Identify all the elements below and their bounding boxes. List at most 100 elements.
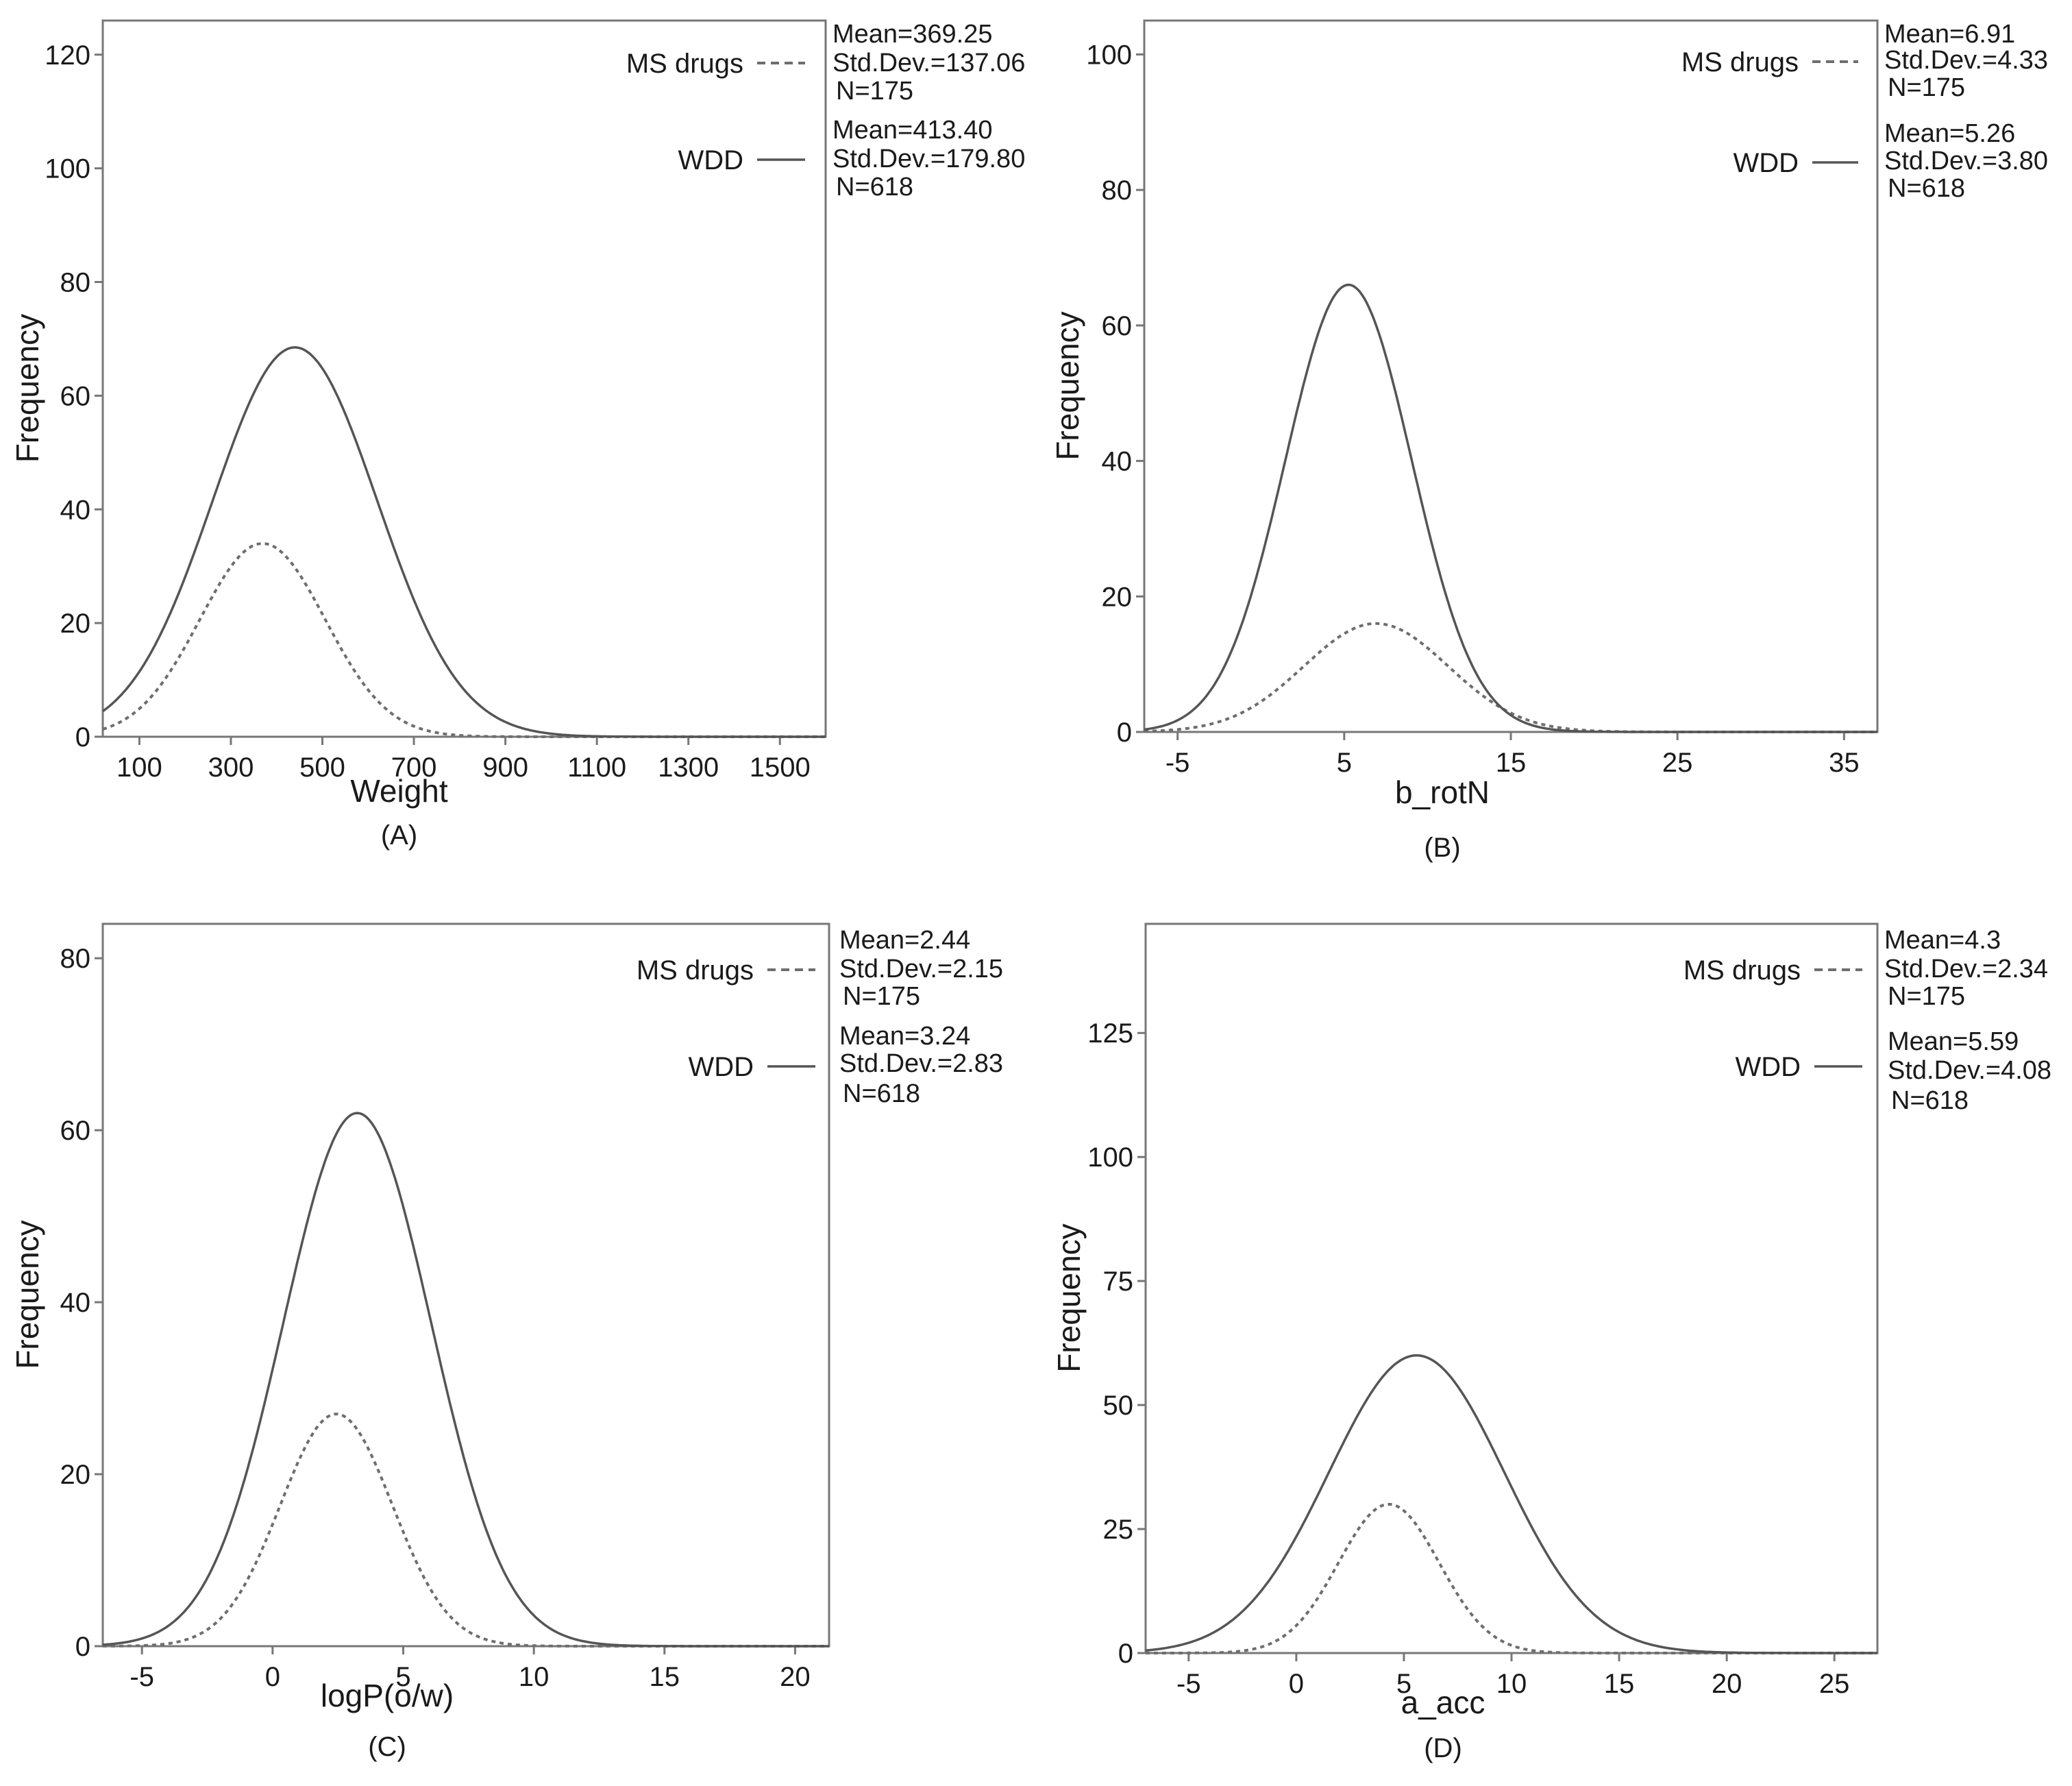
ms-drugs-curve — [1146, 1502, 1877, 1654]
y-tick-label: 0 — [75, 1632, 90, 1662]
y-tick-label: 80 — [60, 944, 91, 974]
x-tick-label: 5 — [1396, 1669, 1411, 1699]
stat-text: Mean=5.26 — [1884, 119, 2015, 148]
x-axis-label: logP(o/w) — [321, 1678, 454, 1713]
ms-drugs-curve — [102, 541, 826, 738]
x-tick-label: 900 — [482, 753, 528, 783]
plot-frame — [101, 922, 830, 1648]
x-axis-label: b_rotN — [1395, 774, 1490, 810]
y-tick-label: 75 — [1103, 1267, 1134, 1297]
stat-text: N=175 — [836, 77, 913, 106]
stat-text: Std.Dev.=2.34 — [1884, 955, 2048, 983]
x-tick-label: 15 — [1604, 1669, 1635, 1699]
legend-label: WDD — [1733, 148, 1799, 178]
x-axis-label: a_acc — [1401, 1685, 1485, 1720]
y-tick-label: 50 — [1103, 1391, 1134, 1421]
y-tick-label: 40 — [1102, 447, 1133, 477]
legend-label: WDD — [688, 1052, 754, 1082]
y-tick-label: 0 — [1117, 718, 1132, 748]
x-tick-label: 100 — [116, 753, 162, 783]
y-tick-label: 25 — [1103, 1515, 1134, 1545]
stat-text: Mean=3.24 — [839, 1022, 970, 1051]
x-tick-label: 20 — [780, 1662, 811, 1692]
stat-text: Std.Dev.=2.83 — [839, 1049, 1003, 1078]
x-tick-label: 25 — [1819, 1669, 1850, 1699]
x-tick-label: 15 — [650, 1662, 680, 1692]
x-tick-label: -5 — [1176, 1669, 1201, 1699]
stat-text: N=618 — [843, 1079, 920, 1108]
x-tick-label: -5 — [130, 1662, 154, 1692]
y-tick-label: 100 — [45, 154, 90, 184]
y-tick-label: 40 — [60, 1288, 91, 1318]
x-tick-label: 500 — [299, 753, 345, 783]
plot-frame — [1143, 19, 1879, 733]
stat-text: N=618 — [1891, 1086, 1969, 1115]
stat-text: N=175 — [1888, 982, 1965, 1011]
y-tick-label: 60 — [60, 381, 91, 411]
x-tick-label: 1300 — [658, 753, 719, 783]
wdd-curve — [102, 1112, 829, 1648]
y-tick-label: 120 — [45, 40, 90, 71]
ms-drugs-curve — [103, 1412, 829, 1648]
legend-label: MS drugs — [1684, 955, 1801, 986]
x-tick-label: 20 — [1712, 1669, 1742, 1699]
chart-panel-d: 0 25 50 75 100 125 -5 0 5 10 15 20 25 Frequency a_acc (… — [1051, 922, 2051, 1763]
stat-text: Mean=2.44 — [839, 926, 970, 955]
y-tick-label: 60 — [1102, 311, 1133, 341]
y-tick-label: 80 — [1102, 175, 1133, 206]
y-tick-label: 0 — [1118, 1639, 1133, 1669]
stat-text: N=618 — [1888, 174, 1965, 203]
stat-text: Std.Dev.=4.08 — [1888, 1056, 2051, 1085]
y-tick-label: 60 — [60, 1116, 91, 1146]
legend-label: MS drugs — [1681, 47, 1799, 77]
panel-label: (B) — [1424, 833, 1460, 863]
x-tick-label: 10 — [519, 1662, 550, 1692]
stat-text: Std.Dev.=179.80 — [832, 145, 1025, 173]
legend-label: WDD — [678, 145, 743, 175]
stat-text: Std.Dev.=3.80 — [1884, 147, 2048, 175]
x-tick-label: 25 — [1662, 748, 1693, 778]
stat-text: Std.Dev.=2.15 — [839, 955, 1003, 983]
y-axis-label: Frequency — [10, 1220, 45, 1369]
plot-frame — [1144, 922, 1879, 1654]
stat-text: N=618 — [836, 173, 913, 201]
stat-text: N=175 — [843, 982, 920, 1011]
x-tick-label: -5 — [1166, 748, 1190, 778]
x-tick-label: 1500 — [750, 753, 811, 783]
y-tick-label: 20 — [1102, 582, 1133, 612]
stat-text: N=175 — [1888, 73, 1965, 102]
x-tick-label: 35 — [1829, 748, 1860, 778]
plot-frame — [101, 19, 827, 738]
chart-panel-b: 0 20 40 60 80 100 -5 5 15 25 35 Frequency b_rotN (B) M… — [1050, 19, 2048, 863]
x-tick-label: 0 — [265, 1662, 280, 1692]
x-tick-label: 700 — [391, 753, 437, 783]
wdd-curve — [1145, 1354, 1877, 1654]
x-tick-label: 10 — [1496, 1669, 1527, 1699]
stat-text: Std.Dev.=137.06 — [832, 49, 1025, 77]
panel-label: (D) — [1424, 1733, 1462, 1763]
wdd-curve — [101, 346, 826, 738]
stat-text: Mean=5.59 — [1888, 1027, 2019, 1056]
x-tick-label: 1100 — [567, 753, 626, 783]
chart-panel-a: 0 20 40 60 80 100 120 100 300 500 700 900 1100 1300 15… — [10, 19, 1025, 851]
stat-text: Mean=6.91 — [1884, 20, 2015, 49]
y-tick-label: 20 — [60, 1460, 91, 1490]
y-tick-label: 20 — [60, 609, 91, 639]
x-tick-label: 0 — [1289, 1669, 1304, 1699]
y-tick-label: 80 — [60, 268, 91, 298]
y-axis-label: Frequency — [10, 314, 45, 463]
y-tick-label: 0 — [75, 722, 90, 753]
panel-label: (A) — [381, 820, 417, 851]
y-tick-label: 40 — [60, 495, 91, 525]
legend-label: MS drugs — [637, 955, 754, 986]
y-tick-label: 125 — [1087, 1018, 1133, 1049]
x-tick-label: 5 — [1337, 748, 1352, 778]
stat-text: Mean=413.40 — [832, 116, 992, 145]
stat-text: Mean=369.25 — [832, 20, 992, 49]
panel-label: (C) — [368, 1732, 406, 1762]
wdd-curve — [1144, 283, 1877, 733]
stat-text: Std.Dev.=4.33 — [1884, 46, 2048, 75]
x-tick-label: 15 — [1496, 748, 1527, 778]
